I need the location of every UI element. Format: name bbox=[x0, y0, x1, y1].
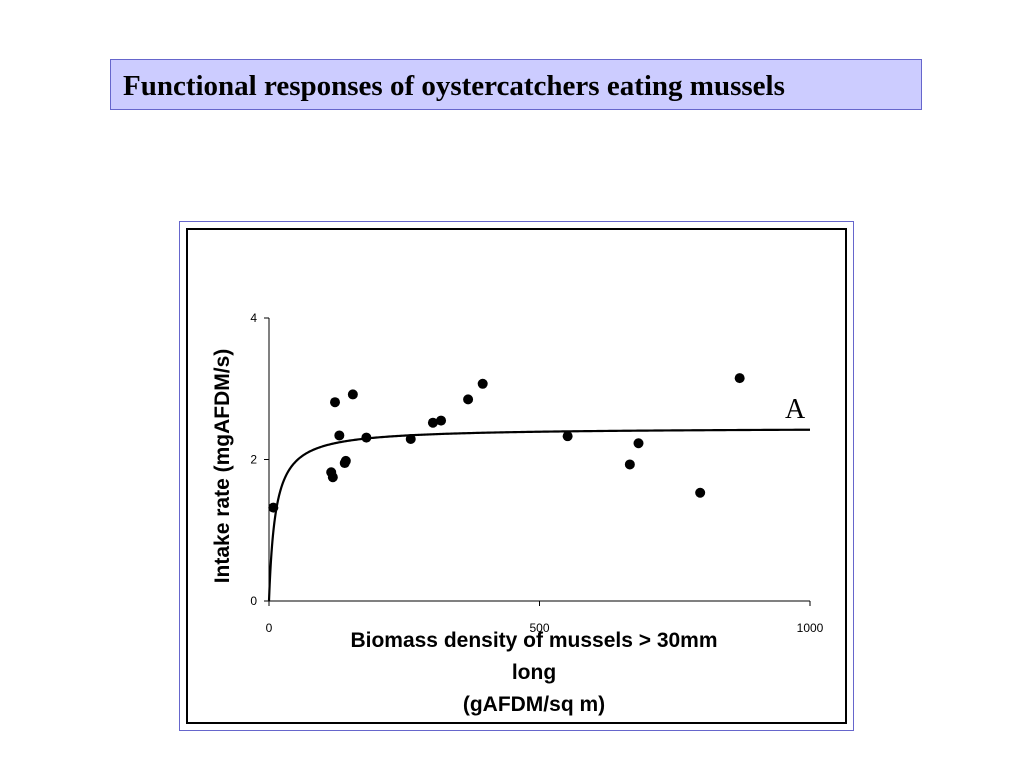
slide-title: Functional responses of oystercatchers e… bbox=[123, 70, 785, 102]
data-point bbox=[340, 455, 351, 466]
data-point bbox=[436, 415, 447, 426]
data-point bbox=[624, 459, 635, 470]
data-point bbox=[361, 432, 372, 443]
data-point bbox=[405, 433, 416, 444]
curve-annotation: A bbox=[785, 394, 806, 425]
x-tick-label: 0 bbox=[266, 621, 273, 635]
chart-area bbox=[186, 228, 847, 724]
data-point bbox=[427, 417, 438, 428]
y-axis-title: Intake rate (mgAFDM/s) bbox=[211, 349, 234, 584]
data-point bbox=[330, 397, 341, 408]
data-point bbox=[477, 378, 488, 389]
chart-frame bbox=[179, 221, 854, 731]
x-axis-title-line-1: Biomass density of mussels > 30mm bbox=[350, 629, 717, 652]
data-point bbox=[463, 394, 474, 405]
data-point bbox=[734, 373, 745, 384]
ticks: 0 500 1000 0 2 4 bbox=[250, 311, 823, 635]
y-tick-label: 2 bbox=[250, 453, 257, 467]
x-tick-label: 1000 bbox=[797, 621, 824, 635]
y-tick-label: 0 bbox=[250, 594, 257, 608]
data-point bbox=[327, 472, 338, 483]
x-axis-title-line-3: (gAFDM/sq m) bbox=[463, 693, 605, 716]
data-point bbox=[347, 389, 358, 400]
data-point bbox=[562, 431, 573, 442]
data-points bbox=[268, 373, 745, 513]
x-tick-label: 500 bbox=[529, 621, 549, 635]
slide-title-box: Functional responses of oystercatchers e… bbox=[110, 59, 922, 110]
fit-curve bbox=[267, 428, 811, 601]
data-point bbox=[334, 430, 345, 441]
x-axis-title-line-2: long bbox=[512, 661, 556, 684]
data-point bbox=[695, 487, 706, 498]
y-tick-label: 4 bbox=[250, 311, 257, 325]
data-point bbox=[633, 438, 644, 449]
data-point bbox=[268, 502, 279, 513]
